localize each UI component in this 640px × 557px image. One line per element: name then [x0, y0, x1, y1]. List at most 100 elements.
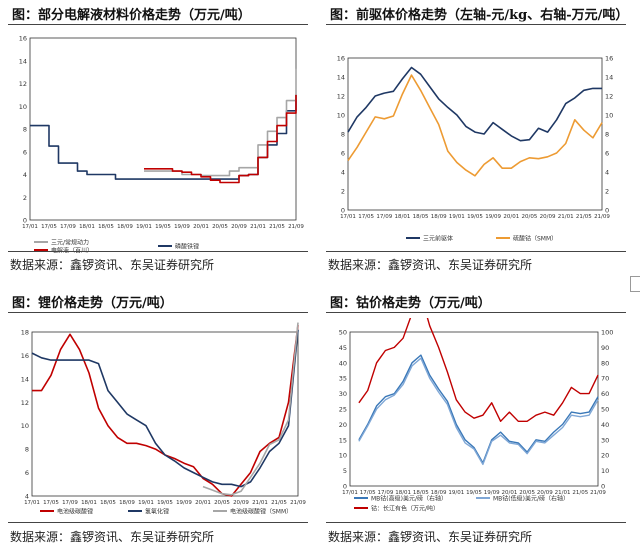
legend-label: 三元前驱体 — [423, 235, 453, 243]
y2-tick-label: 2 — [605, 188, 609, 196]
y-tick-label: 16 — [337, 55, 345, 63]
x-tick-label: 20/09 — [233, 500, 249, 506]
x-tick-label: 17/05 — [43, 500, 59, 506]
x-tick-label: 19/01 — [449, 214, 465, 220]
x-tick-label: 21/01 — [558, 214, 574, 220]
x-tick-label: 17/05 — [360, 490, 376, 496]
chart-cobalt: 0 5 10 15 20 25 30 35 40 45 50 0 10 20 30 40 50 60 70 80 90 1… — [339, 318, 613, 513]
series-line — [358, 318, 599, 422]
y-tick-label: 50 — [339, 329, 347, 337]
source-text: 数据来源：鑫锣资讯、东吴证券研究所 — [10, 530, 215, 544]
y-tick-label: 40 — [339, 359, 347, 367]
plot-frame — [29, 37, 297, 221]
x-tick-label: 18/01 — [81, 500, 97, 506]
series-line — [347, 66, 602, 142]
source-text: 数据来源：鑫锣资讯、东吴证券研究所 — [328, 258, 533, 272]
y-tick-label: 2 — [23, 194, 27, 202]
y-tick-label: 5 — [343, 467, 347, 475]
y2-tick-label: 0 — [601, 483, 605, 491]
series-line — [358, 354, 599, 464]
x-tick-label: 18/01 — [79, 224, 95, 230]
chart-title: 图：部分电解液材料价格走势（万元/吨） — [12, 8, 251, 23]
y2-tick-label: 4 — [605, 169, 609, 177]
x-tick-label: 19/05 — [467, 214, 483, 220]
x-tick-label: 21/01 — [252, 500, 268, 506]
y-tick-label: 10 — [339, 452, 347, 460]
panel-cobalt: 图：钴价格走势（万元/吨） 0 5 10 15 20 25 30 35 40 45 50 0 10 20 3… — [326, 292, 626, 554]
y-tick-label: 8 — [25, 446, 29, 454]
x-tick-label: 17/09 — [60, 224, 76, 230]
x-tick-label: 18/05 — [413, 490, 429, 496]
y-tick-label: 18 — [21, 329, 29, 337]
chart-title: 图：前驱体价格走势（左轴-元/kg、右轴-万元/吨） — [330, 8, 629, 23]
source-rule — [8, 522, 308, 523]
plot-frame — [31, 331, 299, 497]
x-tick-label: 17/09 — [62, 500, 78, 506]
y-tick-label: 30 — [339, 390, 347, 398]
x-tick-label: 20/05 — [519, 490, 535, 496]
y2-tick-label: 16 — [605, 55, 613, 63]
y2-tick-label: 80 — [601, 359, 609, 367]
title-rule — [326, 24, 626, 25]
y2-tick-label: 60 — [601, 390, 609, 398]
x-tick-label: 19/09 — [484, 490, 500, 496]
y2-tick-label: 8 — [605, 131, 609, 139]
side-scroll-tab[interactable] — [630, 276, 640, 292]
x-tick-label: 20/01 — [503, 214, 519, 220]
title-rule — [8, 24, 308, 25]
y-tick-label: 8 — [23, 126, 27, 134]
x-tick-label: 21/05 — [271, 500, 287, 506]
x-tick-label: 20/05 — [214, 500, 230, 506]
series-line — [31, 329, 299, 488]
x-tick-label: 21/09 — [290, 500, 306, 506]
source-rule — [326, 251, 626, 252]
x-tick-label: 18/05 — [413, 214, 429, 220]
y-tick-label: 4 — [23, 171, 27, 179]
series-line — [144, 68, 297, 177]
x-tick-label: 20/01 — [501, 490, 517, 496]
x-tick-label: 17/05 — [41, 224, 57, 230]
x-tick-label: 18/09 — [119, 500, 135, 506]
y-tick-label: 12 — [21, 399, 29, 407]
y2-tick-label: 20 — [601, 452, 609, 460]
x-tick-label: 21/05 — [572, 490, 588, 496]
panel-electrolyte: 图：部分电解液材料价格走势（万元/吨） 0 2 4 6 8 10 12 14 16 17/01 17… — [8, 4, 308, 274]
x-tick-label: 17/01 — [340, 214, 356, 220]
x-tick-label: 19/01 — [138, 500, 154, 506]
x-tick-label: 18/09 — [431, 214, 447, 220]
legend-label: 钴：长江有色（万元/吨） — [371, 505, 439, 513]
y-tick-label: 10 — [21, 422, 29, 430]
plot-frame — [347, 57, 603, 211]
y2-tick-label: 40 — [601, 421, 609, 429]
legend-label: 磷酸铁锂 — [175, 243, 199, 251]
chart-title: 图：锂价格走势（万元/吨） — [12, 296, 173, 311]
y-tick-label: 12 — [337, 93, 345, 101]
series-line — [347, 74, 603, 177]
x-tick-label: 21/05 — [576, 214, 592, 220]
chart-title: 图：钴价格走势（万元/吨） — [330, 296, 491, 311]
chart-lithium: 4 6 8 10 12 14 16 18 17/01 17/05 17/09 18/01 18/05 18… — [21, 322, 306, 516]
y2-tick-label: 6 — [605, 150, 609, 158]
x-tick-label: 18/09 — [117, 224, 133, 230]
x-tick-label: 19/05 — [157, 500, 173, 506]
x-tick-label: 21/05 — [269, 224, 285, 230]
y-tick-label: 16 — [19, 35, 27, 43]
plot-frame — [349, 331, 599, 487]
y-tick-label: 0 — [23, 217, 27, 225]
y2-tick-label: 90 — [601, 344, 609, 352]
y-tick-label: 25 — [339, 406, 347, 414]
legend-label: MB钴(低级)美元/磅（右轴） — [493, 495, 569, 503]
series-line — [358, 357, 599, 466]
legend-label: 电池级碳酸锂 — [57, 508, 93, 516]
legend-label: MB钴(高级)美元/磅（右轴） — [371, 495, 447, 503]
y-tick-label: 6 — [25, 469, 29, 477]
y-tick-label: 6 — [341, 150, 345, 158]
x-tick-label: 18/01 — [395, 490, 411, 496]
y-tick-label: 10 — [337, 112, 345, 120]
y-tick-label: 14 — [19, 57, 27, 65]
source-rule — [8, 251, 308, 252]
x-tick-label: 20/09 — [540, 214, 556, 220]
legend-label: 电池级碳酸锂（SMM） — [230, 508, 292, 516]
y-tick-label: 10 — [19, 103, 27, 111]
chart-precursor: 0 2 4 6 8 10 12 14 16 0 2 4 6 8 10 12 14 16 17/01 17/05 17/0… — [337, 55, 614, 243]
